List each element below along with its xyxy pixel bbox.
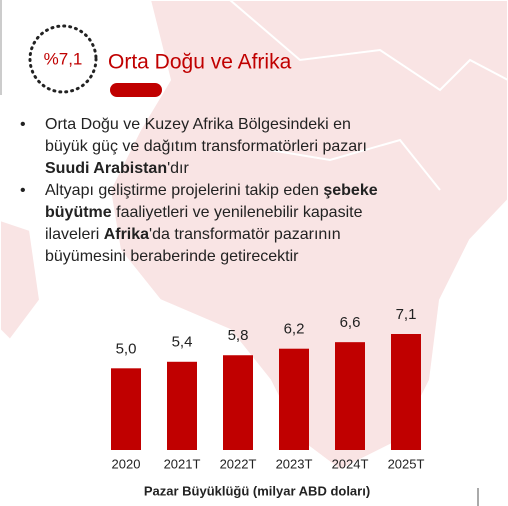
bullet-text: 'dır <box>167 160 189 177</box>
badge-text: %7,1 <box>44 49 83 68</box>
bullet-line: Altyapı geliştirme projelerini takip ede… <box>45 182 378 199</box>
bullet-line: büyük güç ve dağıtım transformatörleri p… <box>45 138 367 155</box>
bar <box>111 368 141 450</box>
bullet-text: Afrika <box>104 226 149 243</box>
bar <box>167 361 197 450</box>
badge-circle <box>28 24 98 94</box>
bullet-text: faaliyetleri ve yenilenebilir kapasite <box>112 204 363 221</box>
x-tick-label: 2021T <box>164 456 201 471</box>
chart-title: Pazar Büyüklüğü (milyar ABD doları) <box>144 483 370 498</box>
bullet-line: Orta Doğu ve Kuzey Afrika Bölgesindeki e… <box>45 116 351 133</box>
value-label: 5,4 <box>172 334 193 351</box>
bullet-marker: • <box>20 116 26 133</box>
bullet-text: ilaveleri <box>45 226 104 243</box>
bullet-text: Suudi Arabistan <box>45 160 167 177</box>
bar <box>391 334 421 450</box>
map-border <box>269 138 441 191</box>
map-border <box>229 0 508 92</box>
bar <box>279 348 309 450</box>
value-label: 7,1 <box>396 306 417 323</box>
bullet-line: büyütme faaliyetleri ve yenilenebilir ka… <box>45 204 363 221</box>
bullet-list: • Orta Doğu ve Kuzey Afrika Bölgesindeki … <box>20 116 378 265</box>
bullet-text: şebeke <box>323 182 377 199</box>
bar-chart: 5,0 2020 5,4 2021T 5,8 2022T 6,2 2023T 6,6 2024T 7… <box>111 306 424 498</box>
x-tick-label: 2020 <box>112 456 141 471</box>
section-title: Orta Doğu ve Afrika <box>108 51 292 74</box>
x-tick-label: 2024T <box>332 456 369 471</box>
bullet-marker: • <box>20 182 26 199</box>
bar <box>223 355 253 450</box>
bar <box>335 342 365 450</box>
bullet-line: ilaveleri Afrika'da transformatör pazarı… <box>45 226 341 243</box>
value-label: 6,6 <box>340 314 361 331</box>
bullet-text: büyük güç ve dağıtım transformatörleri p… <box>45 138 367 155</box>
x-tick-label: 2022T <box>220 456 257 471</box>
x-tick-label: 2025T <box>388 456 425 471</box>
title-underline <box>110 83 162 97</box>
bullet-text: büyümesini beraberinde getirecektir <box>45 248 299 265</box>
bullet-text: büyütme <box>45 204 112 221</box>
bullet-text: Altyapı geliştirme projelerini takip ede… <box>45 182 323 199</box>
x-tick-label: 2023T <box>276 456 313 471</box>
value-label: 6,2 <box>284 321 305 338</box>
value-label: 5,8 <box>228 327 249 344</box>
bullet-text: 'da transformatör pazarının <box>149 226 341 243</box>
bullet-line: büyümesini beraberinde getirecektir <box>45 248 299 265</box>
map-shape <box>0 218 42 342</box>
value-label: 5,0 <box>116 340 137 357</box>
bullet-text: Orta Doğu ve Kuzey Afrika Bölgesindeki e… <box>45 116 351 133</box>
bullet-line: Suudi Arabistan'dır <box>45 160 189 177</box>
